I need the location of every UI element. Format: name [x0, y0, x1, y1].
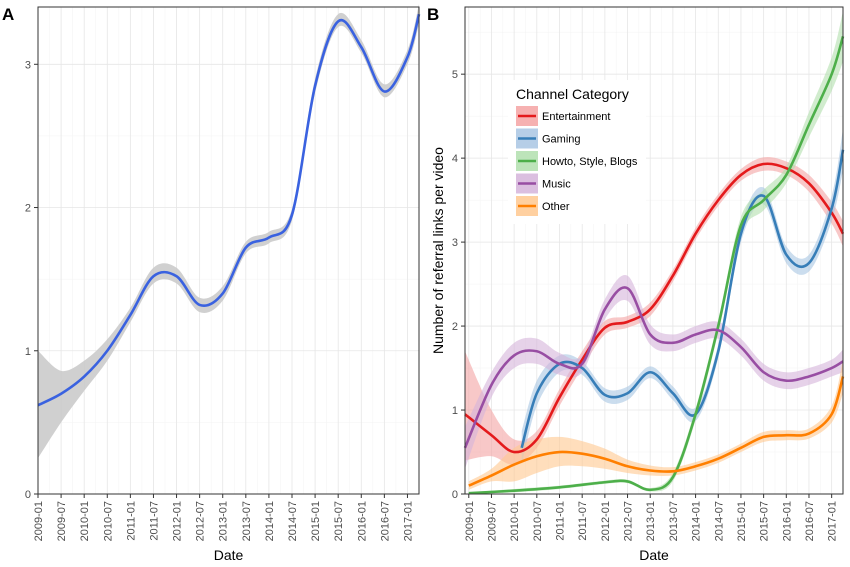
x-tick-label: 2016-07 [804, 501, 816, 541]
x-tick-label: 2011-07 [577, 501, 589, 541]
panel-label: B [427, 5, 439, 24]
x-tick-label: 2014-07 [713, 501, 725, 541]
legend-label-howto-style-blogs: Howto, Style, Blogs [542, 156, 638, 168]
x-tick-label: 2011-01 [555, 501, 567, 541]
x-axis-title: Date [639, 547, 669, 563]
y-tick-label: 1 [452, 405, 458, 417]
x-tick-label: 2014-01 [264, 501, 276, 541]
x-tick-label: 2011-07 [148, 501, 160, 541]
legend-title: Channel Category [516, 86, 629, 102]
legend: Channel Category Entertainment Gaming Howto… [508, 80, 646, 224]
x-tick-label: 2010-01 [79, 501, 91, 541]
x-tick-label: 2015-07 [759, 501, 771, 541]
x-tick-label: 2013-07 [241, 501, 253, 541]
y-tick-label: 2 [25, 203, 31, 215]
x-axis-title: Date [214, 547, 244, 563]
x-tick-label: 2009-01 [33, 501, 45, 541]
x-tick-label: 2012-07 [623, 501, 635, 541]
x-tick-label: 2011-01 [125, 501, 137, 541]
x-tick-label: 2009-01 [464, 501, 476, 541]
x-tick-label: 2016-01 [356, 501, 368, 541]
x-tick-label: 2014-07 [287, 501, 299, 541]
x-tick-label: 2016-07 [379, 501, 391, 541]
y-tick-label: 4 [452, 153, 458, 165]
y-tick-label: 2 [452, 321, 458, 333]
x-tick-label: 2013-07 [668, 501, 680, 541]
x-tick-label: 2017-01 [827, 501, 839, 541]
y-tick-label: 1 [25, 346, 31, 358]
plot-background [38, 7, 419, 494]
x-tick-label: 2013-01 [218, 501, 230, 541]
x-tick-label: 2015-01 [310, 501, 322, 541]
y-axis-title: Number of referral links per video [430, 147, 446, 354]
x-tick-label: 2014-01 [691, 501, 703, 541]
x-tick-label: 2009-07 [56, 501, 68, 541]
x-tick-label: 2017-01 [402, 501, 414, 541]
y-tick-label: 3 [25, 59, 31, 71]
legend-label-entertainment: Entertainment [542, 111, 610, 123]
series-line-howto-style-blogs [468, 36, 845, 495]
x-tick-label: 2015-07 [333, 501, 345, 541]
x-tick-label: 2012-01 [600, 501, 612, 541]
panel-label: A [2, 5, 14, 24]
x-tick-label: 2010-07 [102, 501, 114, 541]
legend-label-music: Music [542, 179, 571, 191]
x-tick-label: 2013-01 [645, 501, 657, 541]
plot-border [37, 6, 420, 495]
panel-b: 0 1 2 3 4 5 2009-01 2009-07 2010-01 2010-07 2011-0… [427, 5, 845, 563]
x-tick-label: 2015-01 [736, 501, 748, 541]
x-tick-label: 2010-01 [509, 501, 521, 541]
y-tick-label: 3 [452, 237, 458, 249]
y-tick-label: 0 [25, 489, 31, 501]
series-line-trend [37, 13, 421, 407]
x-tick-label: 2009-07 [486, 501, 498, 541]
series-line-music [463, 286, 844, 449]
series-line-other [468, 376, 845, 487]
legend-label-other: Other [542, 201, 570, 213]
y-tick-label: 5 [452, 69, 458, 81]
confidence-band-entertainment [465, 156, 843, 465]
x-tick-label: 2010-07 [532, 501, 544, 541]
x-tick-label: 2012-01 [172, 501, 184, 541]
legend-label-gaming: Gaming [542, 134, 581, 146]
panel-a: 0 1 2 3 2009-01 2009-07 2010-01 2010-07 2011-01 2… [2, 4, 421, 563]
x-tick-label: 2012-07 [195, 501, 207, 541]
confidence-band-other [468, 359, 843, 490]
series-line-gaming [520, 149, 845, 449]
plot-border [464, 6, 844, 495]
confidence-band-music [465, 274, 843, 469]
y-tick-label: 0 [452, 489, 458, 501]
x-tick-label: 2016-01 [781, 501, 793, 541]
